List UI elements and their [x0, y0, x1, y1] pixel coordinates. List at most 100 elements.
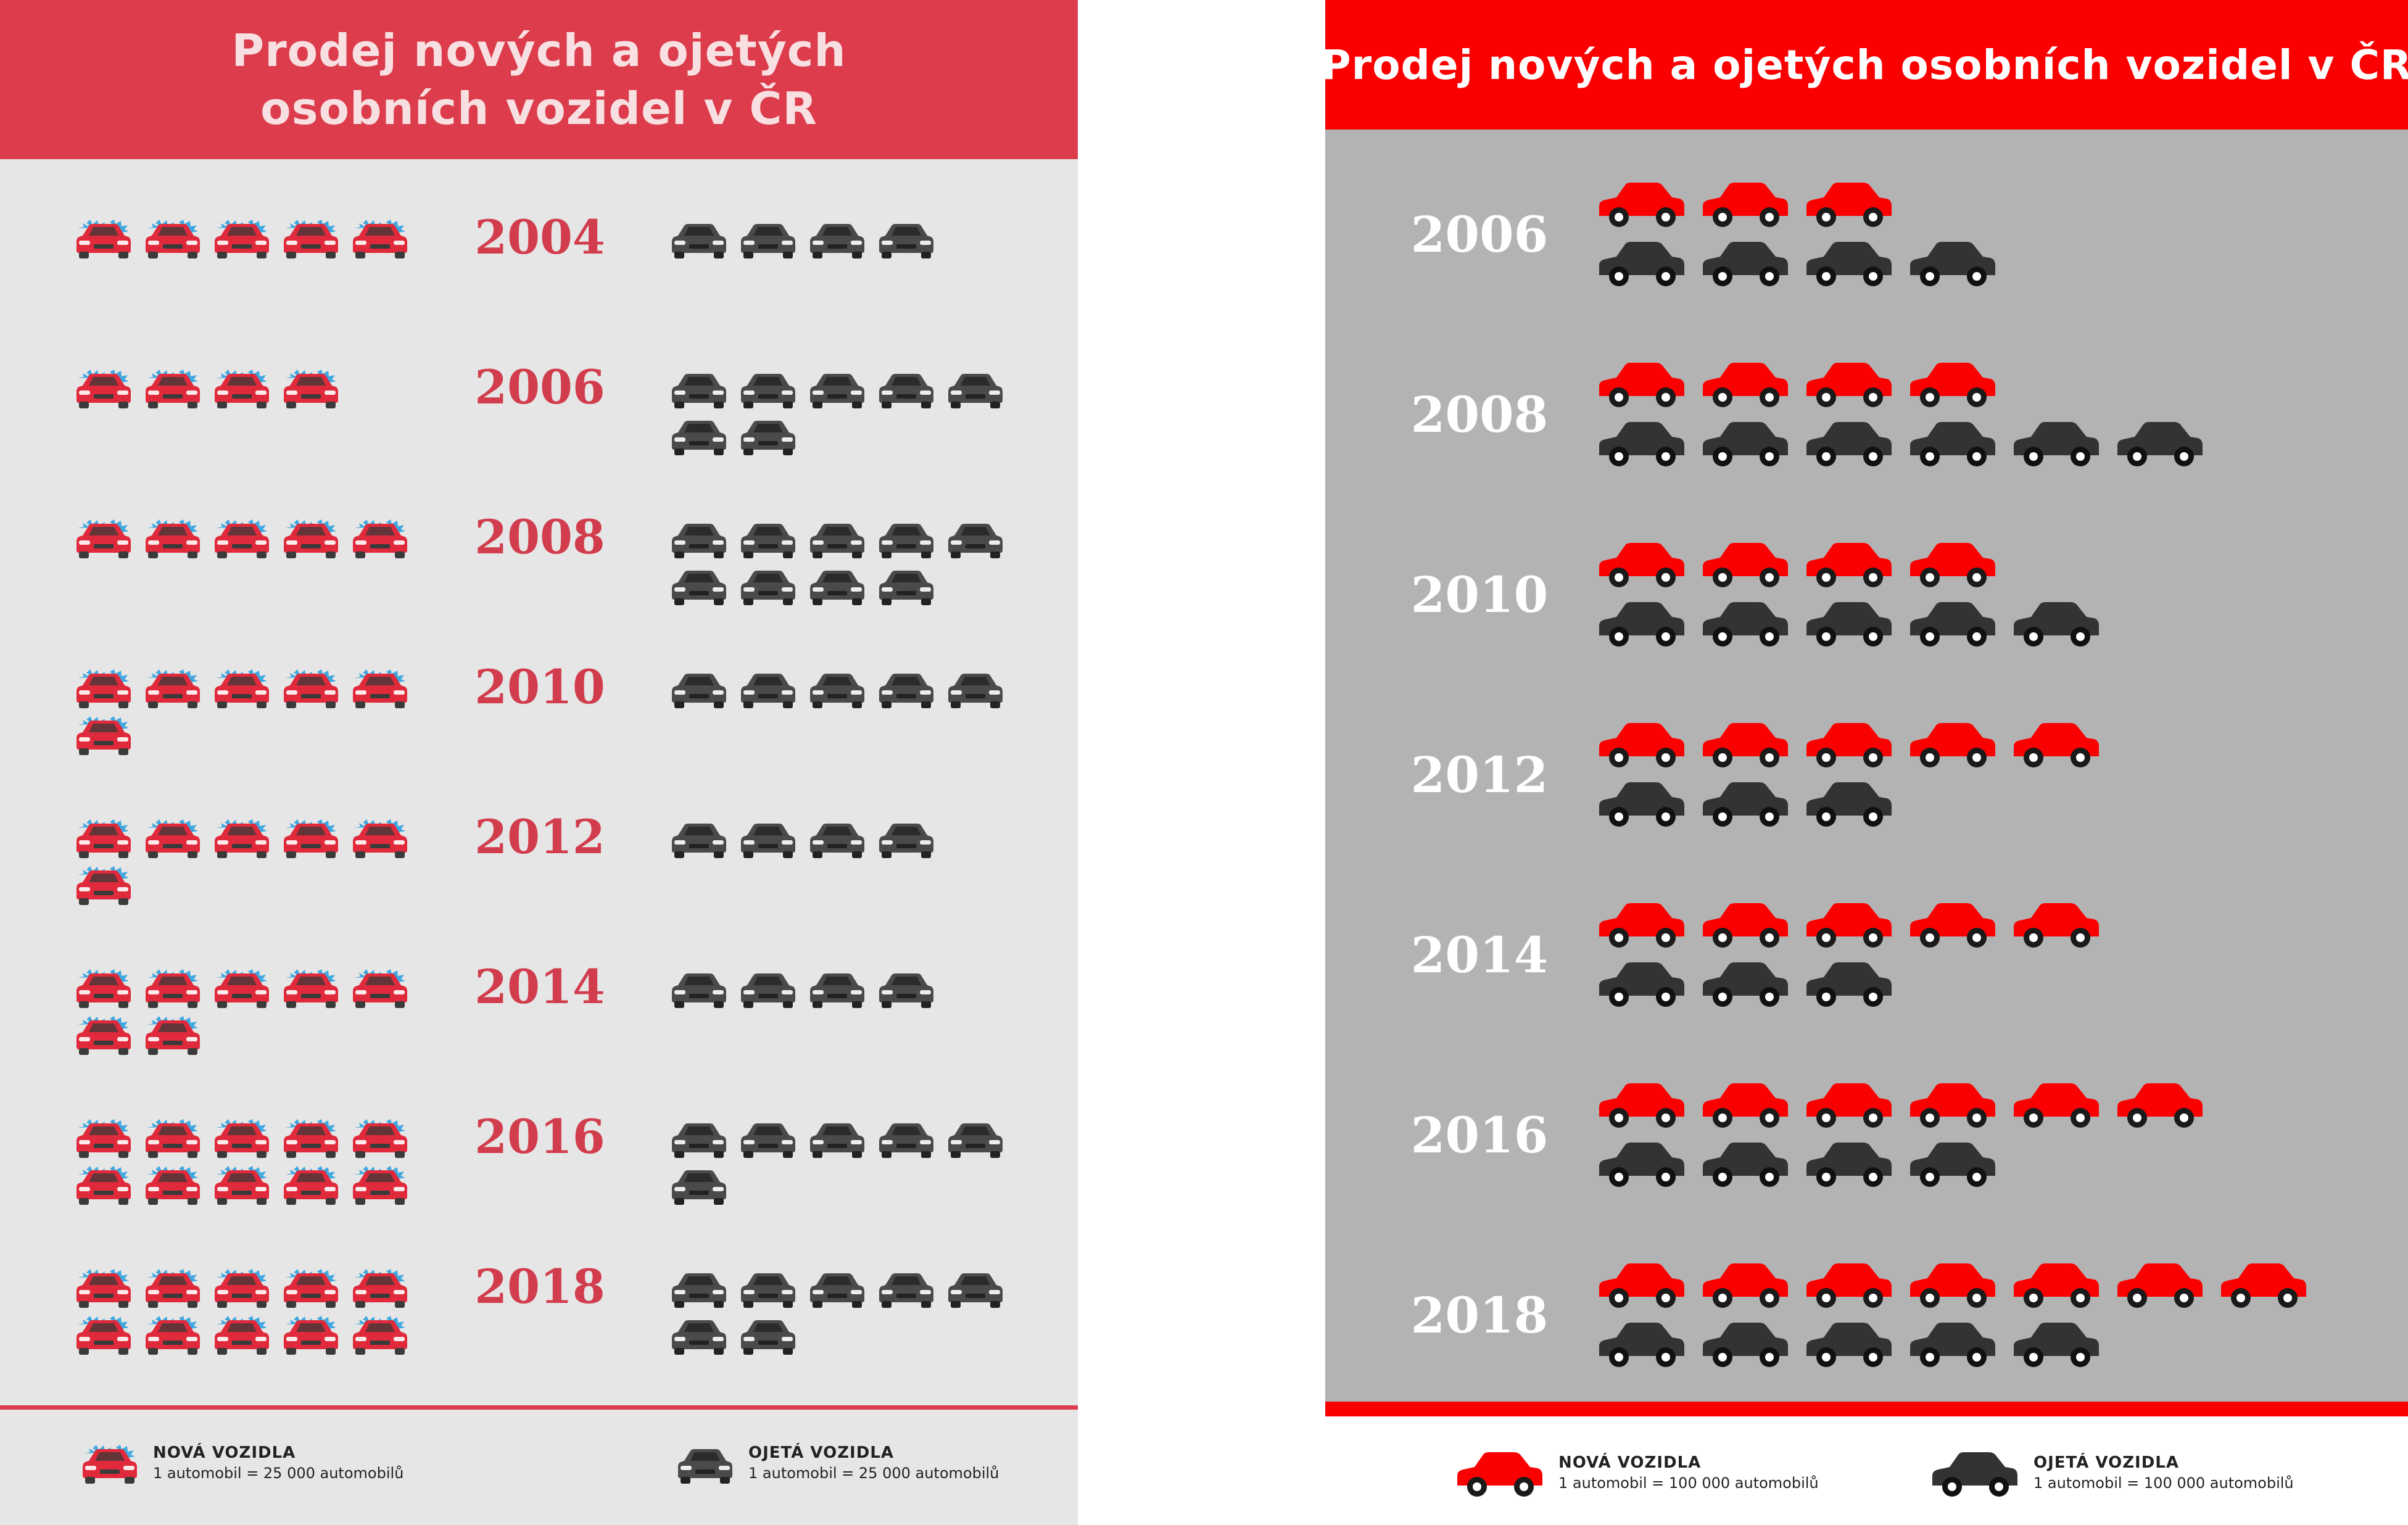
- black-car-icon: [1700, 1319, 1790, 1370]
- new-car-icon: [74, 1163, 133, 1205]
- used-car-icon: [946, 517, 1005, 559]
- right-legend-new-title: NOVÁ VOZIDLA: [1558, 1453, 1702, 1472]
- legend-used-car-icon: [676, 1442, 735, 1484]
- new-car-icon: [143, 967, 202, 1009]
- black-car-icon: [1700, 959, 1790, 1009]
- red-car-icon: [1908, 1080, 1997, 1130]
- black-car-icon: [1700, 779, 1790, 829]
- used-car-icon: [669, 1313, 729, 1355]
- black-car-icon: [1597, 418, 1686, 469]
- new-car-icon: [350, 817, 410, 859]
- new-car-icon: [281, 1267, 341, 1308]
- black-car-icon: [1597, 238, 1686, 289]
- new-car-icon: [212, 967, 271, 1009]
- used-car-icon: [739, 1313, 798, 1355]
- used-car-icon: [946, 367, 1005, 409]
- used-car-icon: [739, 367, 798, 409]
- new-car-icon: [143, 667, 202, 709]
- red-car-icon: [2115, 1080, 2204, 1130]
- right-divider: [1325, 1402, 2408, 1416]
- new-car-icon: [281, 817, 341, 859]
- red-car-icon: [1597, 539, 1686, 590]
- new-car-icon: [74, 967, 133, 1009]
- red-car-icon: [1597, 359, 1686, 410]
- new-car-icon: [212, 667, 271, 709]
- left-legend-used: OJETÁ VOZIDLA 1 automobil = 25 000 autom…: [676, 1437, 1046, 1493]
- red-car-icon: [1908, 1260, 1997, 1310]
- red-car-icon: [1804, 1260, 1893, 1310]
- used-car-icon: [808, 367, 867, 409]
- used-car-icon: [669, 817, 729, 859]
- red-car-icon: [2011, 899, 2101, 950]
- new-car-icon: [143, 217, 202, 259]
- red-car-icon: [1804, 719, 1893, 770]
- used-car-icon: [739, 414, 798, 456]
- new-car-icon: [350, 217, 410, 259]
- left-year-label: 2012: [474, 809, 605, 864]
- new-car-icon: [281, 517, 341, 559]
- left-title: Prodej nových a ojetých osobních vozidel…: [231, 25, 846, 134]
- new-car-icon: [143, 1117, 202, 1159]
- new-car-icon: [74, 367, 133, 409]
- new-car-icon: [143, 1163, 202, 1205]
- red-car-icon: [1804, 179, 1893, 229]
- new-car-icon: [350, 967, 410, 1009]
- new-car-icon: [281, 367, 341, 409]
- black-car-icon: [1597, 1139, 1686, 1189]
- right-year-label: 2018: [1410, 1286, 1549, 1344]
- red-car-icon: [2011, 1080, 2101, 1130]
- new-car-icon: [281, 1117, 341, 1159]
- red-car-icon: [2115, 1260, 2204, 1310]
- new-car-icon: [143, 517, 202, 559]
- new-car-icon: [74, 1313, 133, 1355]
- black-car-icon: [2011, 418, 2101, 469]
- used-car-icon: [946, 667, 1005, 709]
- left-year-label: 2018: [474, 1259, 605, 1314]
- red-car-icon: [1597, 719, 1686, 770]
- right-infographic: Prodej nových a ojetých osobních vozidel…: [1321, 0, 2408, 1525]
- used-car-icon: [739, 564, 798, 606]
- new-car-icon: [74, 1267, 133, 1308]
- new-car-icon: [281, 667, 341, 709]
- red-car-icon: [1804, 359, 1893, 410]
- new-car-icon: [212, 1163, 271, 1205]
- new-car-icon: [212, 1313, 271, 1355]
- left-legend-new-title: NOVÁ VOZIDLA: [153, 1444, 296, 1462]
- used-car-icon: [808, 564, 867, 606]
- used-car-icon: [808, 1267, 867, 1308]
- black-car-icon: [1700, 418, 1790, 469]
- used-car-icon: [669, 414, 729, 456]
- used-car-icon: [877, 967, 936, 1009]
- used-car-icon: [739, 1267, 798, 1308]
- used-car-icon: [877, 564, 936, 606]
- new-car-icon: [281, 1313, 341, 1355]
- right-chart-area: 2006: [1325, 130, 2408, 1402]
- black-car-icon: [1700, 598, 1790, 649]
- red-car-icon: [1804, 899, 1893, 950]
- red-car-icon: [1700, 359, 1790, 410]
- new-car-icon: [350, 667, 410, 709]
- used-car-icon: [739, 667, 798, 709]
- used-car-icon: [739, 967, 798, 1009]
- new-car-icon: [74, 1014, 133, 1056]
- red-car-icon: [2011, 1260, 2101, 1310]
- black-car-icon: [1700, 1139, 1790, 1189]
- left-legend-new: NOVÁ VOZIDLA 1 automobil = 25 000 automo…: [80, 1437, 450, 1493]
- new-car-icon: [74, 714, 133, 756]
- new-car-icon: [143, 817, 202, 859]
- red-car-icon: [1700, 899, 1790, 950]
- left-divider: [0, 1405, 1078, 1410]
- black-car-icon: [1804, 1139, 1893, 1189]
- black-car-icon: [2011, 1319, 2101, 1370]
- black-car-icon: [1597, 1319, 1686, 1370]
- red-car-icon: [1597, 899, 1686, 950]
- new-car-icon: [350, 1267, 410, 1308]
- used-car-icon: [808, 817, 867, 859]
- used-car-icon: [946, 1267, 1005, 1308]
- red-car-icon: [1700, 1080, 1790, 1130]
- new-car-icon: [281, 217, 341, 259]
- red-car-icon: [1597, 1080, 1686, 1130]
- new-car-icon: [212, 1117, 271, 1159]
- used-car-icon: [808, 667, 867, 709]
- new-car-icon: [212, 517, 271, 559]
